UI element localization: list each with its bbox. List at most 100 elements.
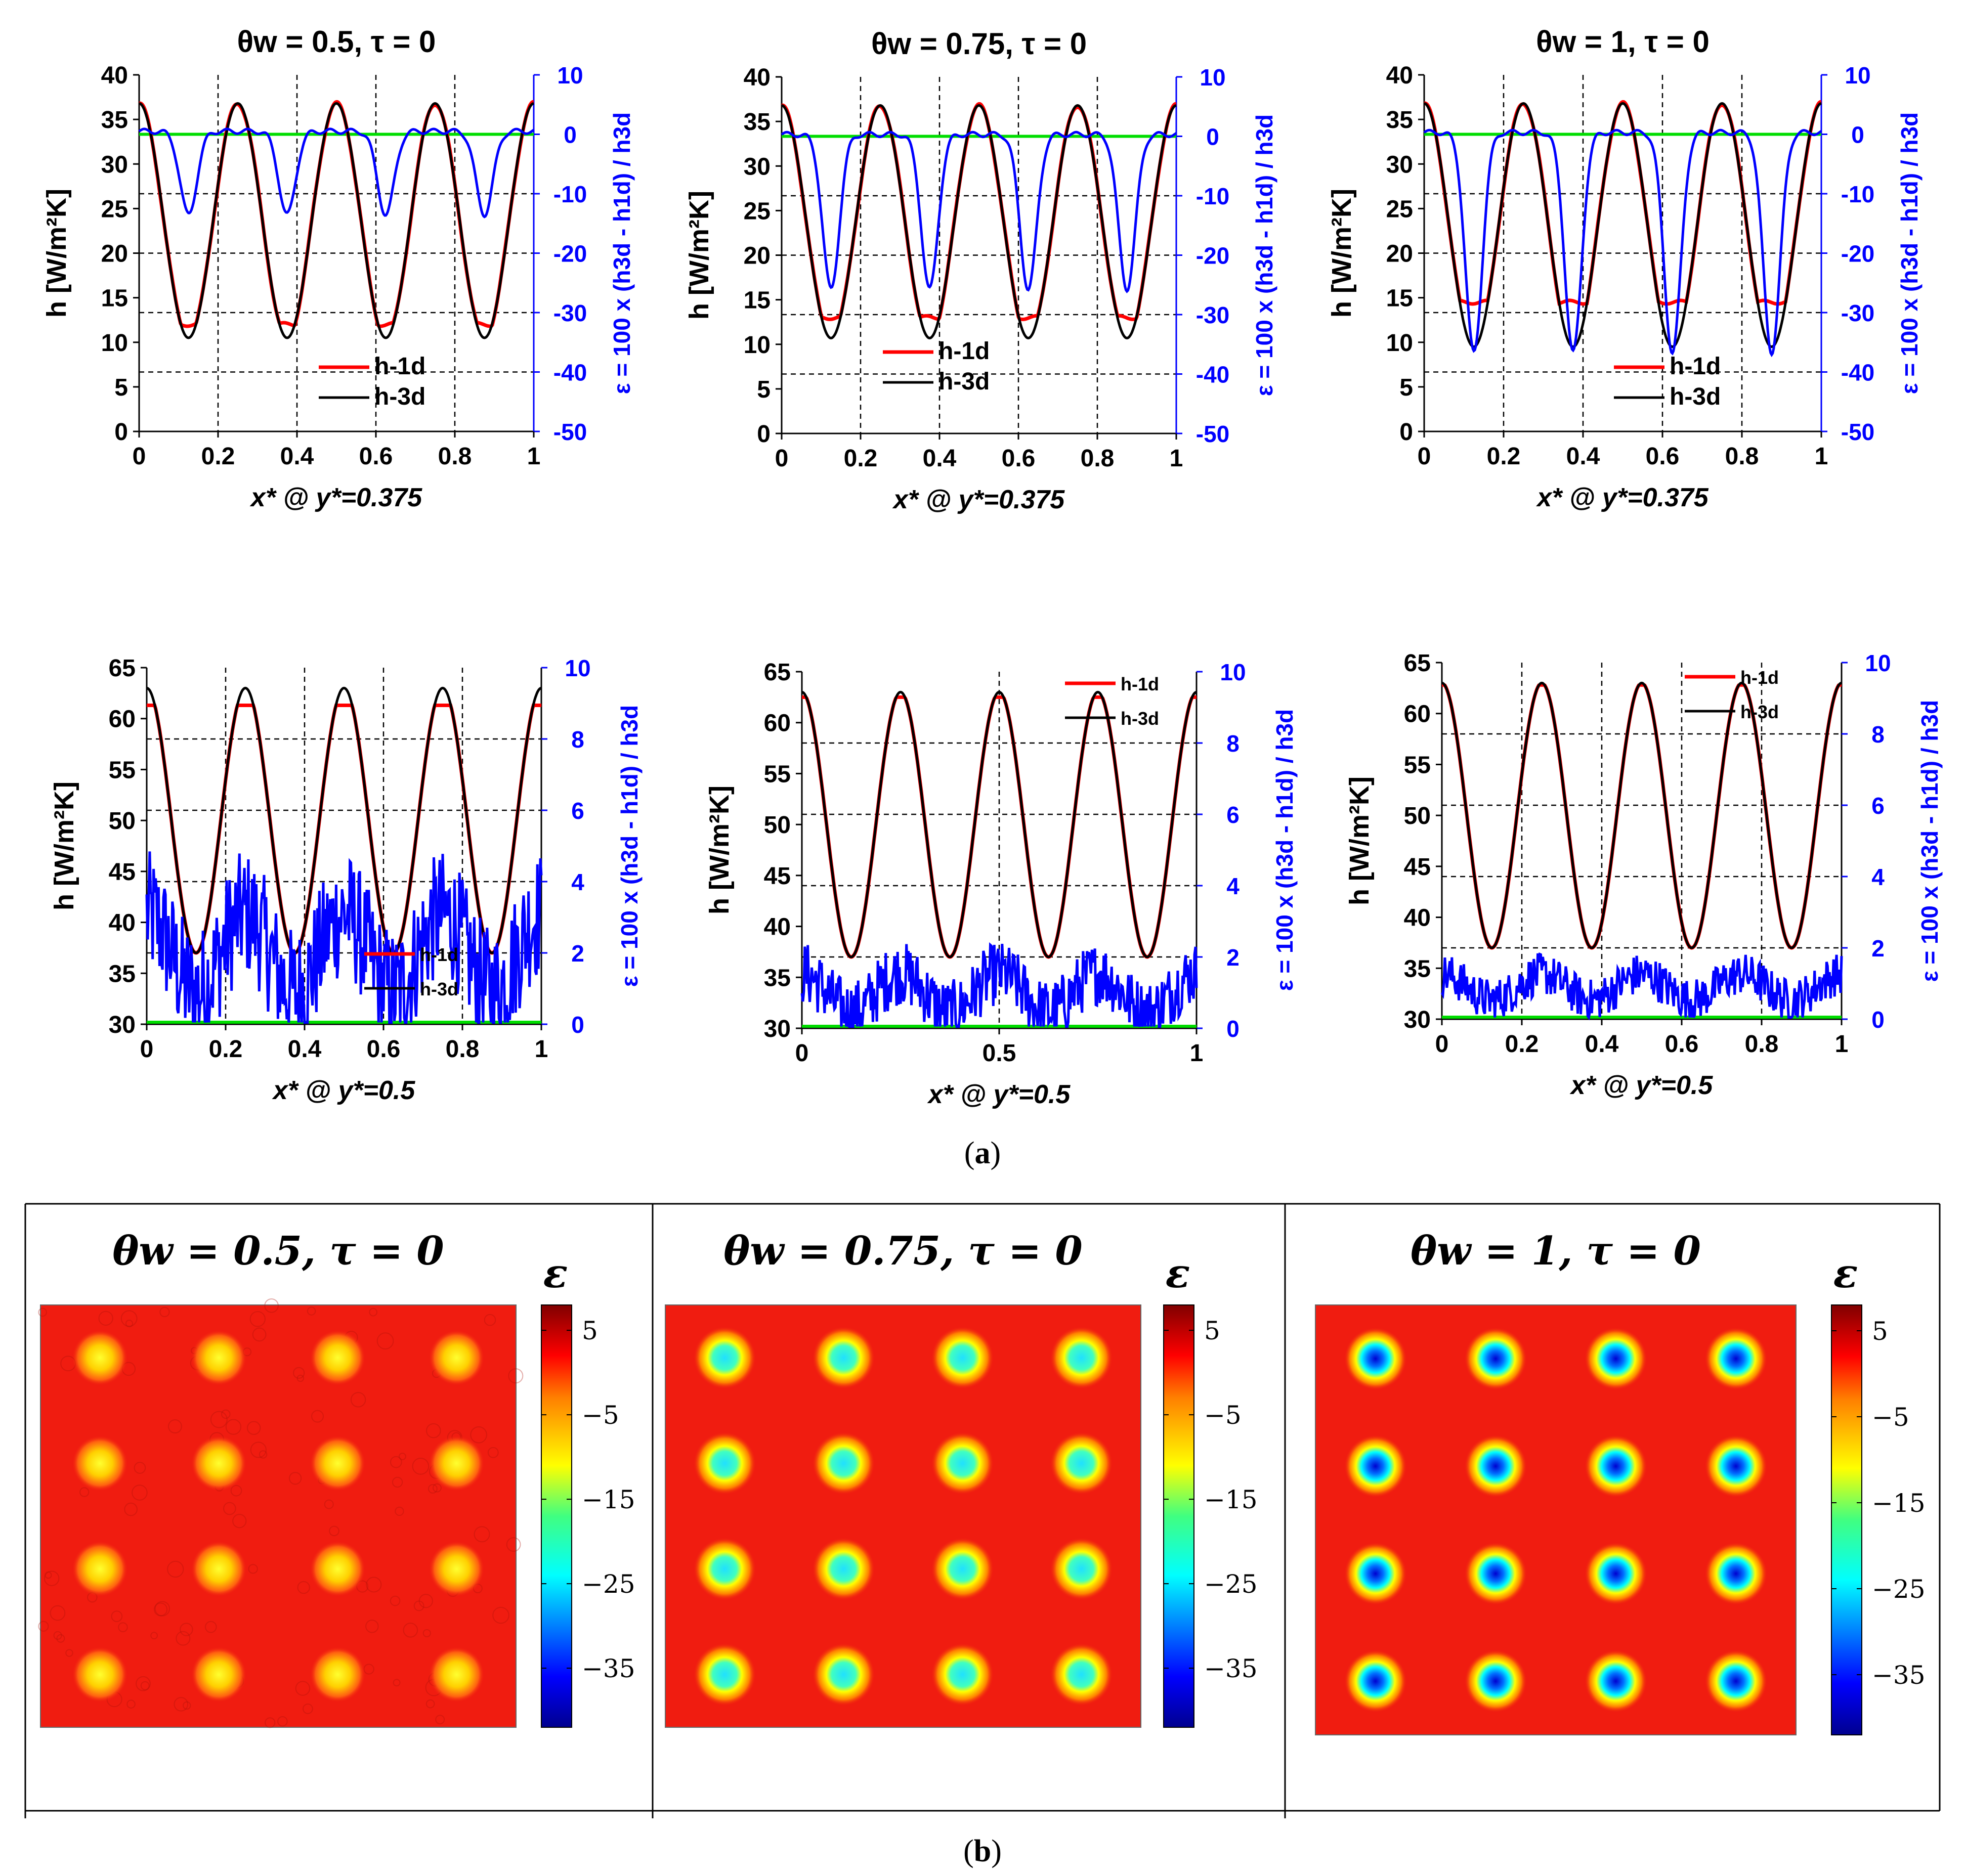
y2-tick-label: 0 (1851, 122, 1864, 148)
y2-tick-label: 8 (571, 726, 584, 753)
y2-tick-label: 0 (1226, 1016, 1240, 1042)
texture-ring (277, 1716, 288, 1727)
y-axis-label: h [W/m²K] (49, 781, 79, 910)
y2-tick-label: 0 (564, 122, 577, 148)
y-tick-label: 65 (764, 659, 791, 686)
y-tick-label: 30 (1386, 151, 1413, 178)
x-tick-label: 0.2 (1505, 1031, 1539, 1058)
y-tick-label: 40 (744, 64, 771, 91)
texture-ring (98, 1311, 113, 1326)
heatmap-spot (812, 1643, 875, 1706)
texture-ring (474, 1526, 490, 1543)
y2-tick-label: 8 (1226, 730, 1240, 757)
y2-tick-label: 2 (571, 940, 584, 967)
heatmap-spot (1344, 1542, 1407, 1605)
y-tick-label: 40 (101, 62, 128, 89)
texture-ring (223, 1502, 236, 1515)
y-axis-label: h [W/m²K] (41, 189, 72, 318)
x-tick-label: 0 (140, 1036, 154, 1063)
y-tick-label: 0 (757, 421, 771, 448)
heatmap-spot (310, 1541, 366, 1597)
heatmap-spot (812, 1432, 875, 1495)
texture-ring (111, 1610, 123, 1622)
x-tick-label: 0.4 (288, 1036, 322, 1063)
texture-ring (167, 1419, 182, 1434)
x-tick-label: 1 (1835, 1031, 1849, 1058)
y-tick-label: 40 (764, 914, 791, 941)
heatmap-spot (1050, 1537, 1113, 1600)
colorbar-tick-label: −5 (582, 1401, 619, 1430)
legend-h-1d-label: h-1d (1670, 353, 1721, 380)
texture-ring (307, 1306, 316, 1316)
x-tick-label: 0.2 (844, 445, 878, 472)
y-tick-label: 30 (1404, 1007, 1431, 1033)
x-tick-label: 0.4 (923, 445, 957, 472)
y-tick-label: 30 (101, 151, 128, 178)
heatmap-title: θw = 1, τ = 0 (1411, 1228, 1701, 1274)
heatmap-spot (931, 1432, 994, 1495)
texture-ring (399, 1453, 406, 1460)
texture-ring (183, 1701, 191, 1710)
y2-tick-label: 10 (1200, 64, 1225, 91)
texture-ring (470, 1426, 487, 1444)
texture-ring (350, 1392, 366, 1408)
x-tick-label: 0.8 (446, 1036, 480, 1063)
texture-ring (487, 1447, 499, 1458)
heatmap-spot (1584, 1434, 1647, 1498)
texture-ring (249, 1311, 266, 1327)
colorbar-tick-label: −15 (1204, 1485, 1258, 1514)
x-tick-label: 0 (1435, 1031, 1449, 1058)
x-tick-label: 0.2 (1487, 443, 1521, 470)
heatmap-spot (1584, 1542, 1647, 1605)
heatmap-spot (429, 1541, 485, 1597)
y2-tick-label: -50 (1841, 419, 1874, 445)
y2-tick-label: -20 (1196, 243, 1229, 269)
heatmap-spot (429, 1646, 485, 1703)
x-tick-label: 0.8 (1081, 445, 1115, 472)
heatmap-spot (693, 1537, 756, 1600)
y2-tick-label: 0 (571, 1012, 584, 1038)
colorbar-tick-label: −15 (1872, 1489, 1926, 1518)
y-axis-label: h [W/m²K] (1344, 776, 1375, 905)
epsilon-line (1440, 952, 1843, 1021)
texture-ring (413, 1600, 424, 1611)
heatmap-title: θw = 0.5, τ = 0 (112, 1228, 444, 1274)
legend: h-1d h-3d (1685, 667, 1779, 722)
texture-ring (428, 1484, 438, 1494)
heatmap-spot (1704, 1542, 1768, 1605)
y2-axis-label: ε = 100 x (h3d - h1d) / h3d (1896, 112, 1923, 394)
y-tick-label: 5 (1399, 374, 1413, 401)
heatmap-spot (1704, 1327, 1768, 1390)
legend: h-1d h-3d (1065, 674, 1159, 729)
y-tick-label: 50 (109, 808, 136, 835)
texture-ring (392, 1476, 403, 1488)
texture-ring (289, 1472, 302, 1485)
texture-ring (53, 1631, 62, 1640)
texture-ring (65, 1649, 73, 1657)
texture-ring (492, 1606, 509, 1624)
heatmap-spot (1344, 1327, 1407, 1390)
heatmap-spot (72, 1330, 128, 1386)
legend: h-1d h-3d (364, 944, 458, 999)
texture-ring (369, 1307, 378, 1317)
texture-ring (246, 1421, 261, 1435)
x-tick-label: 0 (795, 1040, 809, 1067)
y-tick-label: 35 (744, 109, 771, 136)
y2-tick-label: -40 (1196, 362, 1229, 388)
chart-panel-2: 0 5 10 15 20 25 30 35 40 -50 -40 -30 -20 -10 0 10 0 0.2 0.… (684, 27, 1277, 514)
y-tick-label: 5 (114, 374, 128, 401)
h-3d-line (1441, 681, 1842, 949)
y2-tick-label: 10 (1865, 650, 1891, 676)
x-tick-label: 0.8 (1745, 1031, 1779, 1058)
chart-panel-5: 30 35 40 45 50 55 60 65 0 2 4 6 8 10 0 0.5 1 x* @ y*=0.5 h… (704, 659, 1298, 1109)
y-axis-label: h [W/m²K] (704, 786, 735, 914)
y-tick-label: 30 (109, 1012, 136, 1038)
y-tick-label: 45 (1404, 854, 1431, 881)
texture-ring (126, 1699, 136, 1709)
y-tick-label: 55 (1404, 752, 1431, 778)
heatmap-spot (1584, 1649, 1647, 1713)
y-tick-label: 50 (764, 812, 791, 839)
legend-h-1d-label: h-1d (420, 944, 458, 965)
y-tick-label: 20 (101, 241, 128, 268)
texture-ring (395, 1506, 404, 1516)
